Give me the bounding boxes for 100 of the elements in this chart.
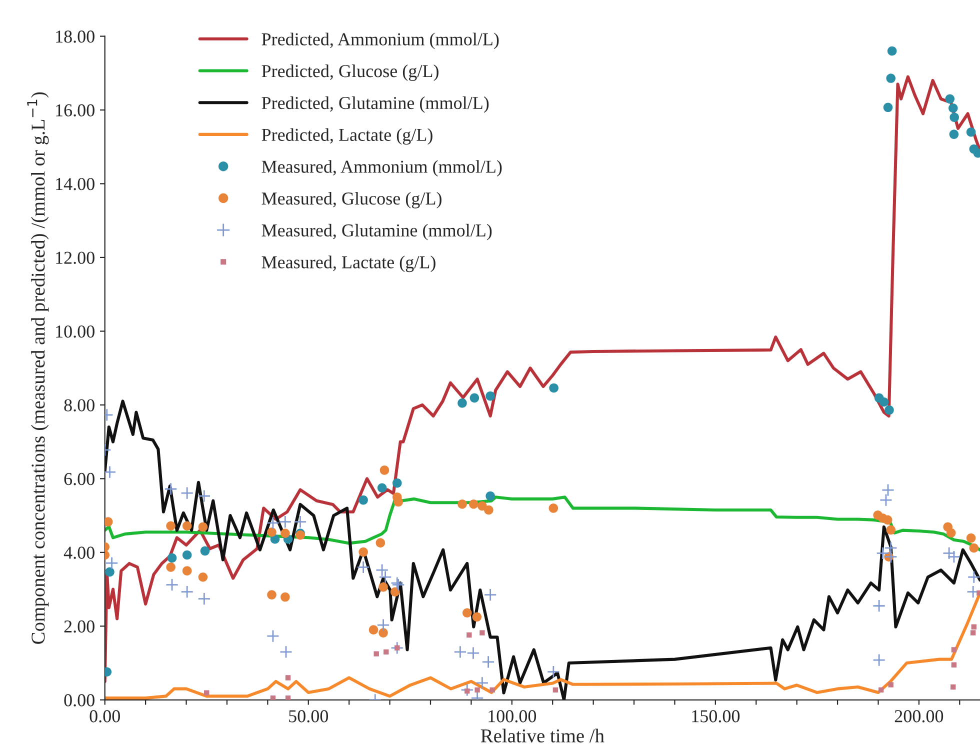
point — [105, 567, 114, 577]
point — [358, 495, 368, 505]
point — [486, 491, 495, 501]
point — [279, 645, 292, 658]
legend-label: Predicted, Ammonium (mmol/L) — [262, 32, 499, 50]
point — [548, 504, 558, 513]
point — [394, 497, 403, 507]
point — [458, 398, 467, 408]
point — [872, 599, 886, 612]
y-tick-label: 2.00 — [64, 620, 94, 633]
point — [552, 687, 558, 693]
point — [948, 103, 958, 113]
point — [394, 645, 400, 650]
point — [484, 588, 497, 602]
point — [883, 102, 893, 112]
x-tick-label: 150.00 — [692, 710, 740, 722]
legend-label: Measured, Ammonium (mmol/L) — [262, 160, 502, 176]
point — [951, 647, 957, 652]
point — [376, 564, 389, 577]
point — [267, 527, 276, 537]
x-tick-label: 50.00 — [289, 710, 328, 722]
point — [377, 483, 387, 493]
point — [180, 585, 194, 598]
point — [879, 397, 889, 407]
x-tick-label: 200.00 — [894, 710, 944, 722]
point — [204, 690, 210, 696]
point — [951, 662, 957, 668]
point — [966, 127, 976, 137]
point — [182, 566, 192, 576]
point — [549, 383, 558, 393]
point — [480, 630, 485, 636]
point — [468, 499, 478, 509]
point — [484, 505, 494, 515]
point — [966, 533, 976, 543]
point — [486, 391, 495, 401]
point — [878, 687, 884, 693]
legend-label: Measured, Lactate (g/L) — [262, 256, 436, 272]
legend-label: Predicted, Glucose (g/L) — [262, 64, 438, 81]
legend-label: Predicted, Glutamine (mmol/L) — [262, 96, 489, 113]
point — [384, 649, 389, 655]
point — [872, 654, 886, 667]
point — [280, 528, 290, 538]
legend-label: Measured, Glutamine (mmol/L) — [262, 224, 492, 240]
y-axis-title: Component concentrations (measured and predicted) /(mmol or g.L$^{−1}$) — [27, 92, 49, 644]
y-tick-label: 10.00 — [56, 325, 94, 338]
point — [970, 630, 976, 636]
y-tick-label: 14.00 — [56, 178, 94, 190]
point — [166, 521, 176, 531]
point — [285, 675, 291, 680]
y-tick-label: 6.00 — [64, 472, 94, 486]
point — [884, 550, 898, 564]
point — [949, 130, 959, 139]
x-tick-label: 0.00 — [90, 710, 120, 722]
point — [458, 499, 467, 509]
legend-label: Predicted, Lactate (g/L) — [262, 128, 432, 145]
y-tick-label: 0.00 — [64, 694, 94, 706]
point — [378, 582, 388, 592]
point — [882, 484, 895, 497]
point — [267, 590, 276, 600]
point — [356, 560, 370, 574]
point — [886, 525, 896, 535]
point — [164, 482, 178, 496]
point — [166, 562, 176, 572]
point — [294, 515, 307, 528]
point — [167, 553, 177, 563]
point — [950, 112, 960, 122]
point — [470, 393, 480, 403]
x-tick-label: 100.00 — [488, 710, 536, 722]
point — [946, 528, 956, 538]
x-axis-title: Relative time /h — [480, 728, 604, 742]
point — [466, 632, 472, 638]
legend-label: Measured, Glucose (g/L) — [262, 192, 442, 208]
point — [266, 516, 280, 530]
point — [374, 651, 379, 656]
point — [887, 46, 897, 56]
point — [198, 572, 208, 582]
point — [945, 94, 955, 104]
y-tick-label: 16.00 — [56, 104, 94, 116]
point — [198, 522, 208, 532]
point — [376, 538, 386, 548]
point — [879, 494, 892, 507]
point — [270, 534, 280, 544]
point — [358, 547, 368, 557]
point — [947, 550, 960, 564]
point — [882, 515, 892, 525]
point — [466, 646, 480, 660]
point — [280, 592, 290, 602]
point — [971, 624, 976, 630]
point — [474, 687, 480, 693]
point — [942, 546, 956, 560]
point — [104, 466, 116, 479]
point — [390, 587, 400, 597]
point — [180, 486, 194, 500]
y-tick-label: 8.00 — [64, 399, 94, 412]
point — [460, 683, 474, 696]
point — [969, 543, 979, 553]
point — [105, 556, 118, 570]
y-tick-label: 12.00 — [56, 252, 94, 264]
point — [182, 521, 192, 531]
point — [478, 501, 487, 511]
